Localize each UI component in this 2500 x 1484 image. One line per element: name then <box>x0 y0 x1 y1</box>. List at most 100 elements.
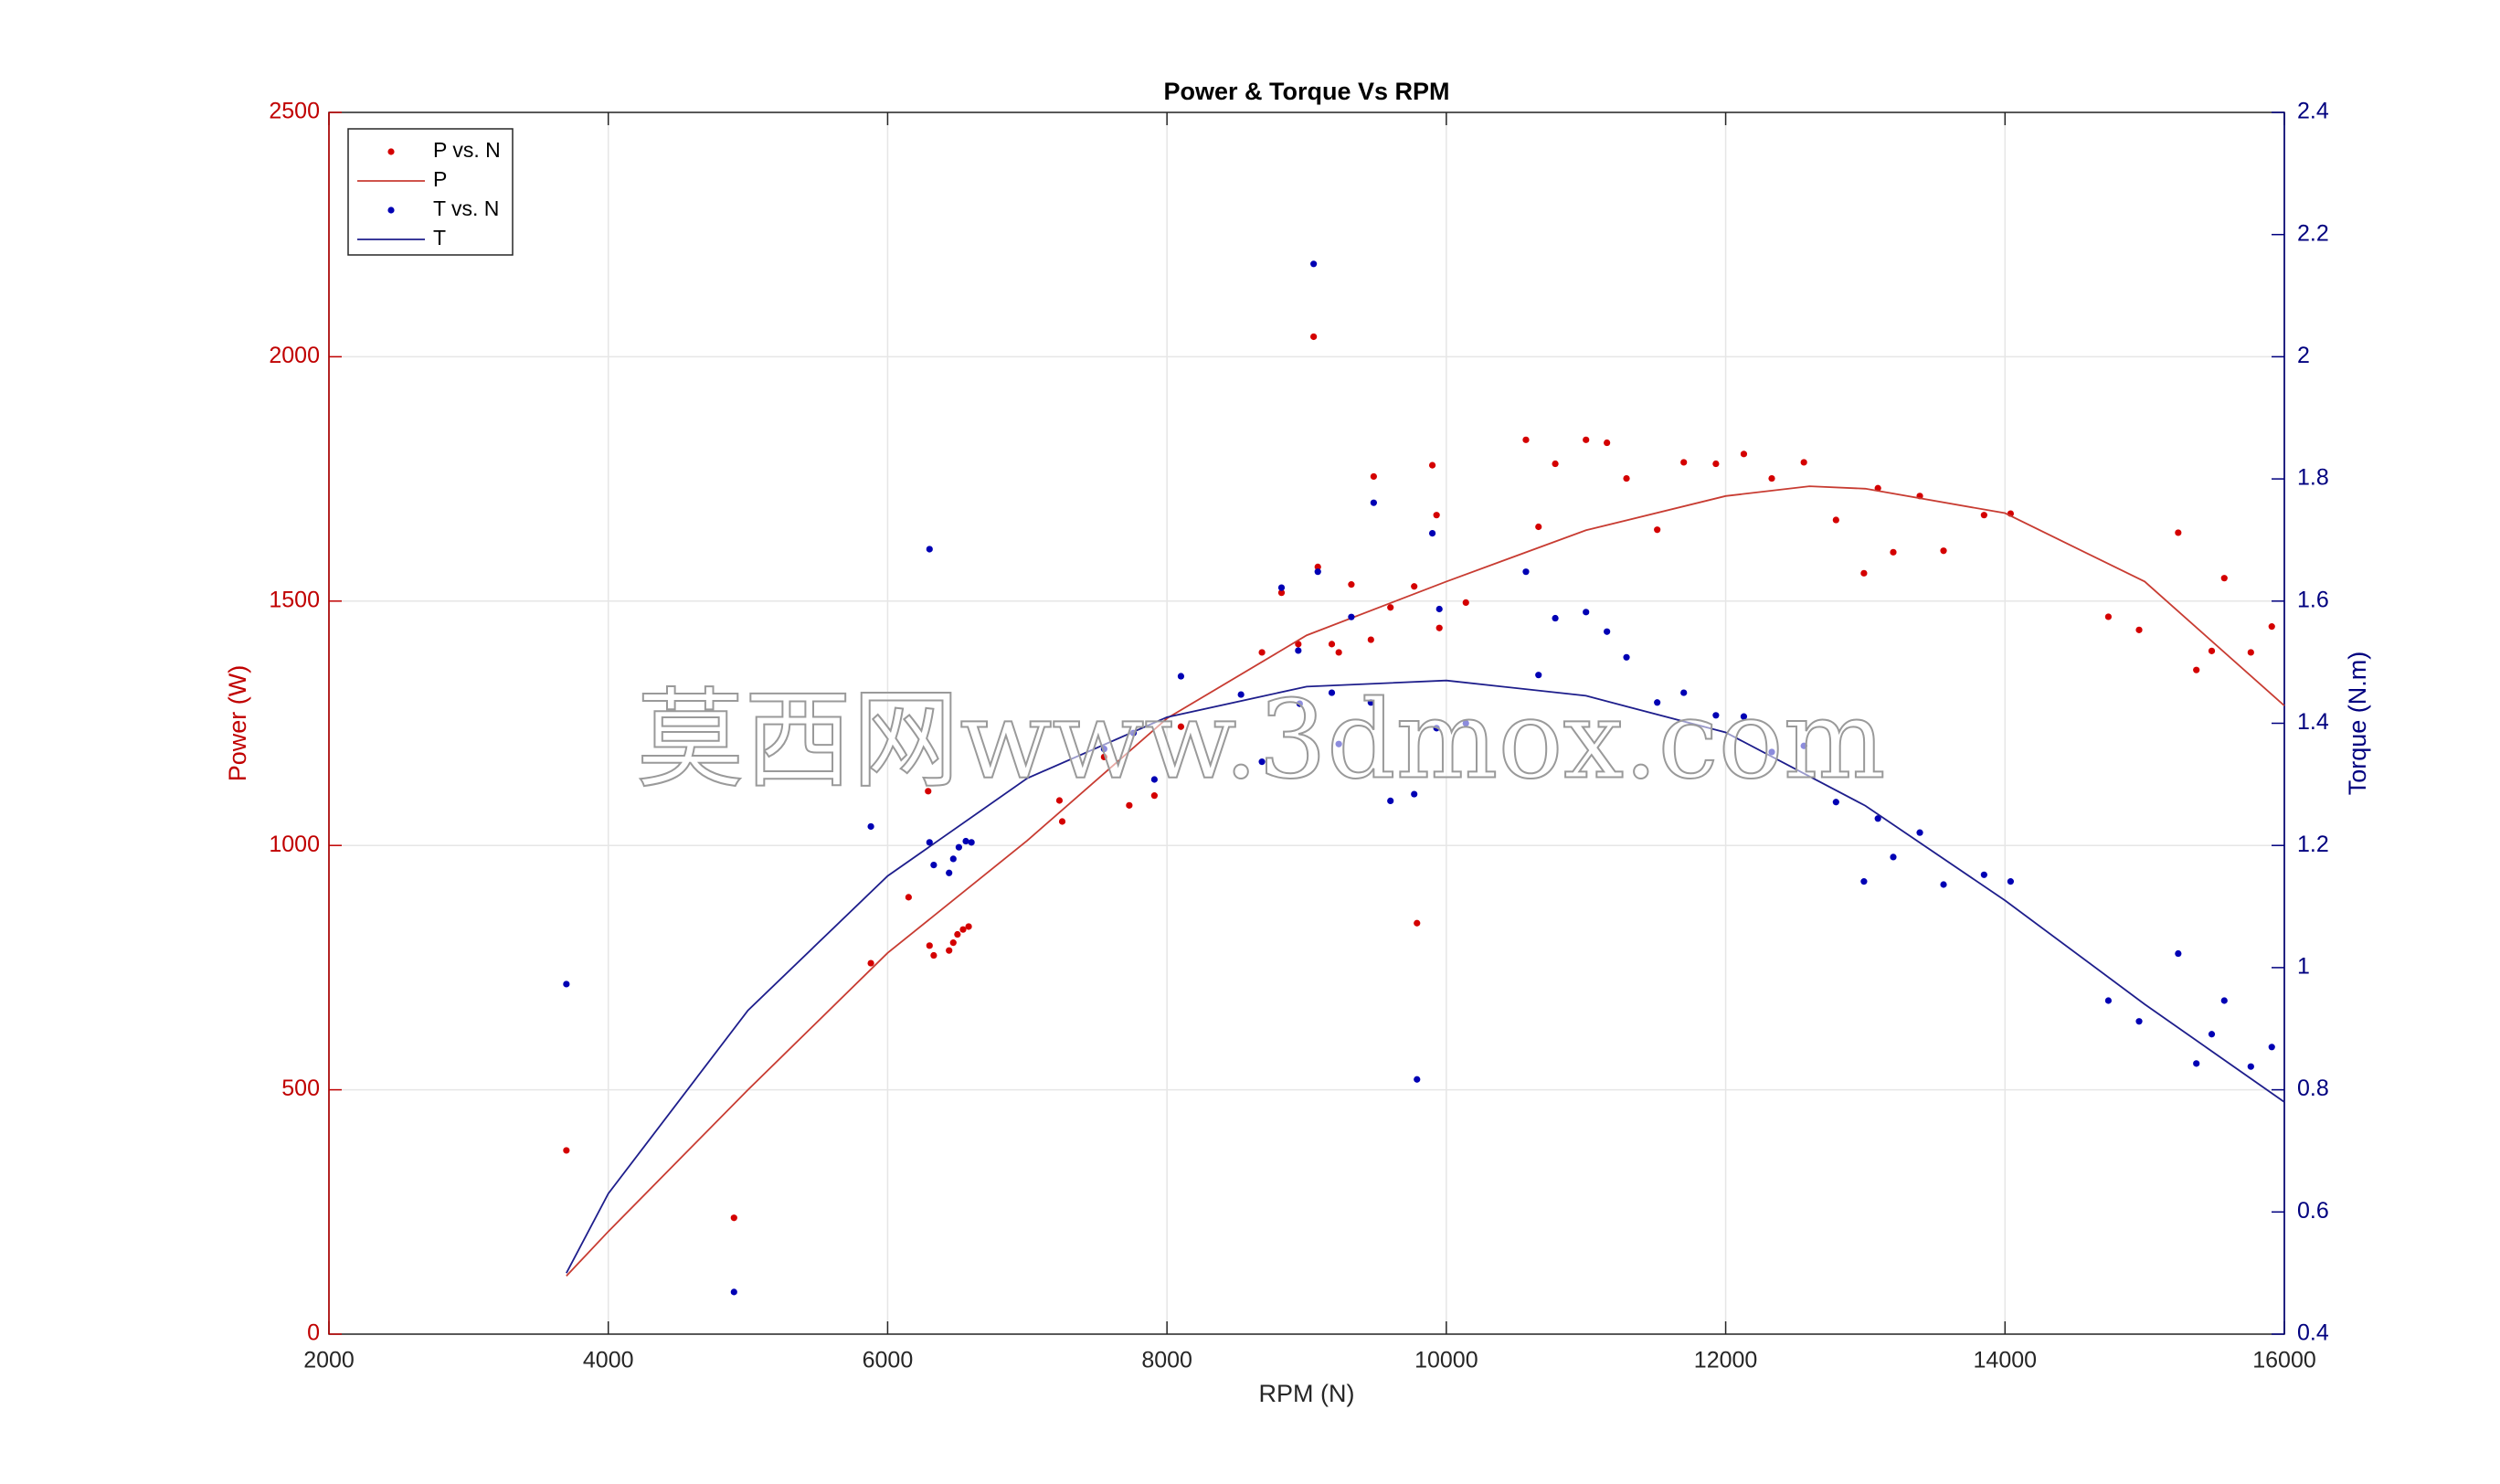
data-point <box>925 788 932 795</box>
data-point <box>1623 653 1630 661</box>
fit-line <box>566 485 2285 1277</box>
y2-tick-label: 1.4 <box>2297 709 2329 735</box>
data-point <box>1583 609 1590 616</box>
data-point <box>563 1147 570 1154</box>
data-point <box>1552 460 1559 468</box>
data-point <box>1522 436 1530 443</box>
y2-tick-label: 1.8 <box>2297 465 2329 491</box>
legend-marker <box>387 207 395 214</box>
y2-tick-label: 2.2 <box>2297 220 2329 246</box>
data-point <box>1583 436 1590 443</box>
data-point <box>1768 748 1775 756</box>
data-point <box>2247 1063 2254 1070</box>
legend-box <box>347 128 514 256</box>
data-point <box>930 861 938 869</box>
data-point <box>1055 797 1064 804</box>
y-tick-label: 2500 <box>269 99 320 124</box>
data-point <box>1370 472 1377 481</box>
legend-label: P vs. N <box>433 138 501 162</box>
y2-tick-label: 1 <box>2297 954 2310 980</box>
fit-line <box>566 679 2285 1274</box>
y-tick-label: 2000 <box>269 343 320 368</box>
data-point <box>2175 529 2182 536</box>
data-point <box>949 939 957 947</box>
data-point <box>930 951 938 959</box>
data-point <box>949 855 957 863</box>
data-point <box>968 839 975 846</box>
data-point <box>2247 649 2254 656</box>
data-point <box>1604 628 1611 635</box>
x-axis-label: RPM (N) <box>1259 1380 1355 1407</box>
data-point <box>2135 626 2143 633</box>
x-tick-label: 6000 <box>863 1348 914 1373</box>
data-point <box>1367 699 1374 706</box>
data-point <box>1740 713 1748 720</box>
y-tick-label: 1500 <box>269 587 320 612</box>
data-point <box>1800 459 1807 466</box>
y-tick-label: 0 <box>307 1320 320 1346</box>
data-point <box>1552 614 1559 622</box>
data-point <box>1177 723 1185 730</box>
data-point <box>1150 792 1158 800</box>
y2-tick-label: 1.2 <box>2297 832 2329 857</box>
data-point <box>946 869 953 876</box>
data-point <box>1428 529 1436 537</box>
data-point <box>905 894 912 901</box>
data-point <box>1654 526 1661 534</box>
data-point <box>1428 461 1436 469</box>
y2-tick-label: 2 <box>2297 343 2310 368</box>
data-point <box>2193 1060 2200 1067</box>
data-point <box>1314 568 1321 576</box>
data-point <box>1654 699 1661 706</box>
data-point <box>1890 548 1897 556</box>
data-point <box>1335 649 1342 656</box>
data-point <box>2208 647 2216 654</box>
data-point <box>563 980 570 988</box>
data-point <box>1387 604 1394 611</box>
data-point <box>1348 581 1355 588</box>
data-point <box>1800 742 1807 749</box>
data-point <box>1296 700 1303 707</box>
data-point <box>1258 758 1266 766</box>
data-point <box>1860 569 1868 577</box>
data-point <box>1535 523 1542 531</box>
data-point <box>926 942 933 949</box>
data-point <box>1310 260 1318 268</box>
data-point <box>1712 460 1720 468</box>
data-point <box>2268 623 2275 631</box>
data-point <box>1980 512 1987 519</box>
data-point <box>1522 568 1530 576</box>
data-point <box>730 1288 737 1296</box>
data-point <box>1058 818 1066 825</box>
data-point <box>1411 583 1418 590</box>
legend-label: T <box>433 226 446 249</box>
data-point <box>1100 745 1107 753</box>
data-point <box>1604 439 1611 447</box>
data-point <box>867 822 874 831</box>
data-point <box>954 930 961 938</box>
y2-tick-label: 0.6 <box>2297 1198 2329 1224</box>
data-point <box>1310 333 1318 341</box>
data-point <box>1100 753 1107 761</box>
data-point <box>2135 1018 2143 1025</box>
data-point <box>2268 1044 2275 1051</box>
x-tick-label: 10000 <box>1414 1348 1478 1373</box>
x-tick-label: 12000 <box>1694 1348 1758 1373</box>
data-point <box>1237 691 1245 698</box>
data-point <box>1414 919 1421 927</box>
data-point <box>959 926 967 933</box>
data-point <box>2007 878 2014 885</box>
data-point <box>1314 563 1321 570</box>
data-point <box>965 923 972 930</box>
x-tick-label: 8000 <box>1141 1348 1192 1373</box>
data-point <box>1414 1076 1421 1083</box>
data-point <box>926 546 933 553</box>
data-point <box>1348 613 1355 620</box>
watermark: 莫西网www.3dmox.com <box>636 677 1885 803</box>
data-point <box>1126 801 1133 809</box>
y2-tick-label: 0.4 <box>2297 1320 2329 1346</box>
data-point <box>1258 649 1266 656</box>
data-point <box>1740 450 1748 458</box>
data-point <box>1370 499 1377 506</box>
data-point <box>946 947 953 954</box>
